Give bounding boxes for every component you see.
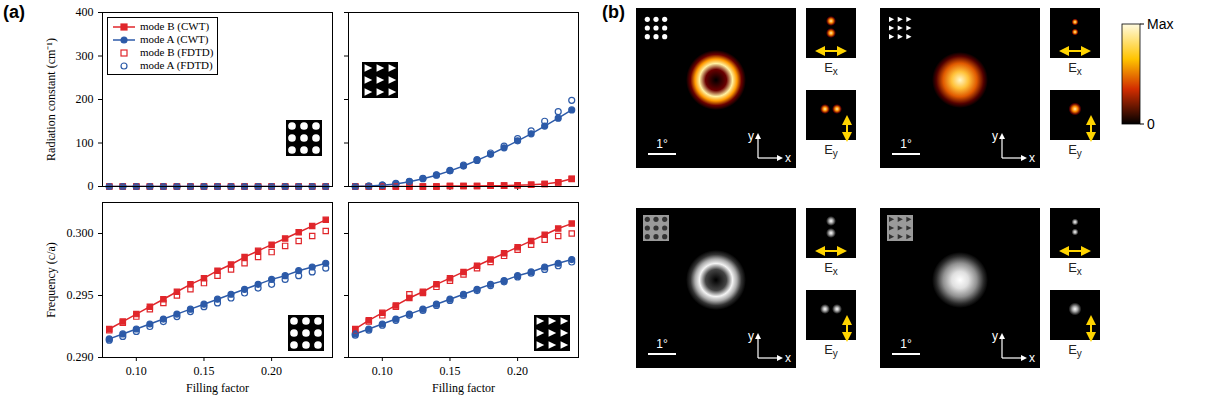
svg-text:0.10: 0.10 — [126, 364, 147, 378]
svg-text:y: y — [992, 129, 998, 143]
svg-text:0: 0 — [88, 179, 94, 193]
svg-text:0.15: 0.15 — [439, 364, 460, 378]
svg-text:Ex: Ex — [1068, 260, 1082, 277]
svg-text:1°: 1° — [900, 137, 912, 151]
svg-text:0.10: 0.10 — [372, 364, 393, 378]
svg-text:Ey: Ey — [1068, 342, 1082, 359]
svg-text:0: 0 — [1147, 116, 1155, 132]
svg-text:x: x — [785, 151, 791, 165]
svg-text:0.290: 0.290 — [67, 350, 94, 364]
svg-text:0.295: 0.295 — [67, 288, 94, 302]
html-text:mode B (CWT): mode B (CWT) — [140, 20, 209, 32]
svg-text:Ey: Ey — [1068, 142, 1082, 159]
svg-text:y: y — [992, 329, 998, 343]
html-text:mode B (FDTD): mode B (FDTD) — [140, 46, 214, 58]
svg-text:0.15: 0.15 — [193, 364, 214, 378]
svg-text:Filling factor: Filling factor — [432, 381, 495, 395]
svg-text:y: y — [748, 129, 754, 143]
svg-text:Filling factor: Filling factor — [186, 381, 249, 395]
svg-text:Frequency (c/a): Frequency (c/a) — [44, 242, 58, 318]
svg-text:1°: 1° — [656, 137, 668, 151]
svg-text:0.20: 0.20 — [261, 364, 282, 378]
svg-text:400: 400 — [76, 5, 94, 19]
svg-text:0.300: 0.300 — [67, 226, 94, 240]
svg-text:100: 100 — [76, 136, 94, 150]
svg-text:200: 200 — [76, 92, 94, 106]
svg-text:Ey: Ey — [824, 342, 838, 359]
html-text:mode A (FDTD): mode A (FDTD) — [140, 59, 213, 71]
svg-text:y: y — [748, 329, 754, 343]
svg-text:300: 300 — [76, 49, 94, 63]
svg-text:Ex: Ex — [824, 260, 838, 277]
svg-text:Ex: Ex — [824, 60, 838, 77]
svg-text:x: x — [785, 351, 791, 365]
svg-text:Ex: Ex — [1068, 60, 1082, 77]
html-text:mode A (CWT): mode A (CWT) — [140, 33, 209, 45]
svg-text:1°: 1° — [900, 337, 912, 351]
svg-text:x: x — [1029, 151, 1035, 165]
svg-text:Ey: Ey — [824, 142, 838, 159]
svg-text:1°: 1° — [656, 337, 668, 351]
svg-text:Max: Max — [1147, 16, 1173, 32]
svg-text:0.20: 0.20 — [507, 364, 528, 378]
svg-text:Radiation constant (cm⁻¹): Radiation constant (cm⁻¹) — [44, 38, 58, 161]
html-text:(a): (a) — [3, 2, 25, 22]
html-text:(b): (b) — [602, 2, 625, 22]
svg-text:x: x — [1029, 351, 1035, 365]
